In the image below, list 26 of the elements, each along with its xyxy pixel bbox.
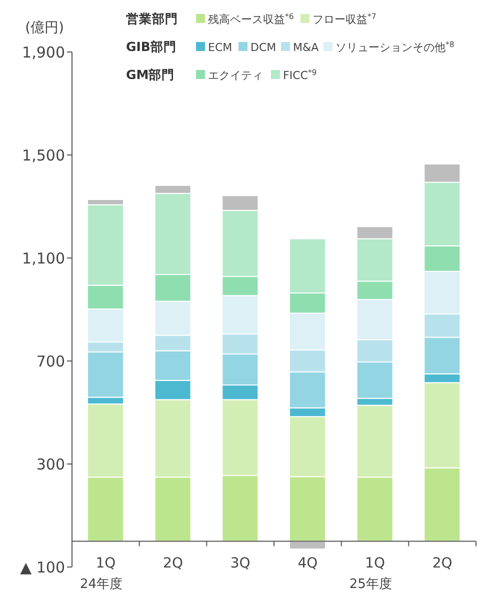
y-tick-label: 1,900: [22, 43, 65, 62]
annotation: GIB部門: [126, 39, 176, 54]
y-tick-label: 300: [36, 455, 65, 474]
text: 25年度: [349, 576, 392, 592]
legend-label: DCM: [250, 41, 276, 54]
x-tick-label: 2Q: [163, 555, 183, 572]
legend-label: FICC$^{*9}$: [283, 68, 317, 82]
legend-label: エクイティ: [208, 69, 263, 82]
x-tick-label: 1Q: [365, 555, 385, 572]
legend-label: ソリューションその他$^{*8}$: [336, 40, 454, 54]
text: 24年度: [80, 576, 123, 592]
text: 営業部門: [126, 11, 178, 26]
legend-label: フロー収益$^{*7}$: [312, 12, 376, 26]
legend-label: 残高ベース収益$^{*6}$: [208, 12, 294, 26]
legend-label: M&A: [293, 41, 320, 54]
x-tick-label: 4Q: [298, 555, 318, 572]
y-tick-label: ▲ 100: [20, 558, 65, 576]
y-tick-label: 700: [36, 352, 65, 370]
legend-label: ECM: [208, 41, 232, 54]
y-tick-label: 1,500: [22, 146, 65, 164]
x-tick-label: 3Q: [230, 555, 250, 572]
y-axis-title: (億円): [25, 20, 64, 36]
y-tick-label: 1,100: [22, 249, 65, 268]
x-tick-label: 2Q: [432, 555, 452, 572]
x-tick-label: 1Q: [96, 555, 116, 572]
annotation: GM部門: [126, 67, 175, 82]
